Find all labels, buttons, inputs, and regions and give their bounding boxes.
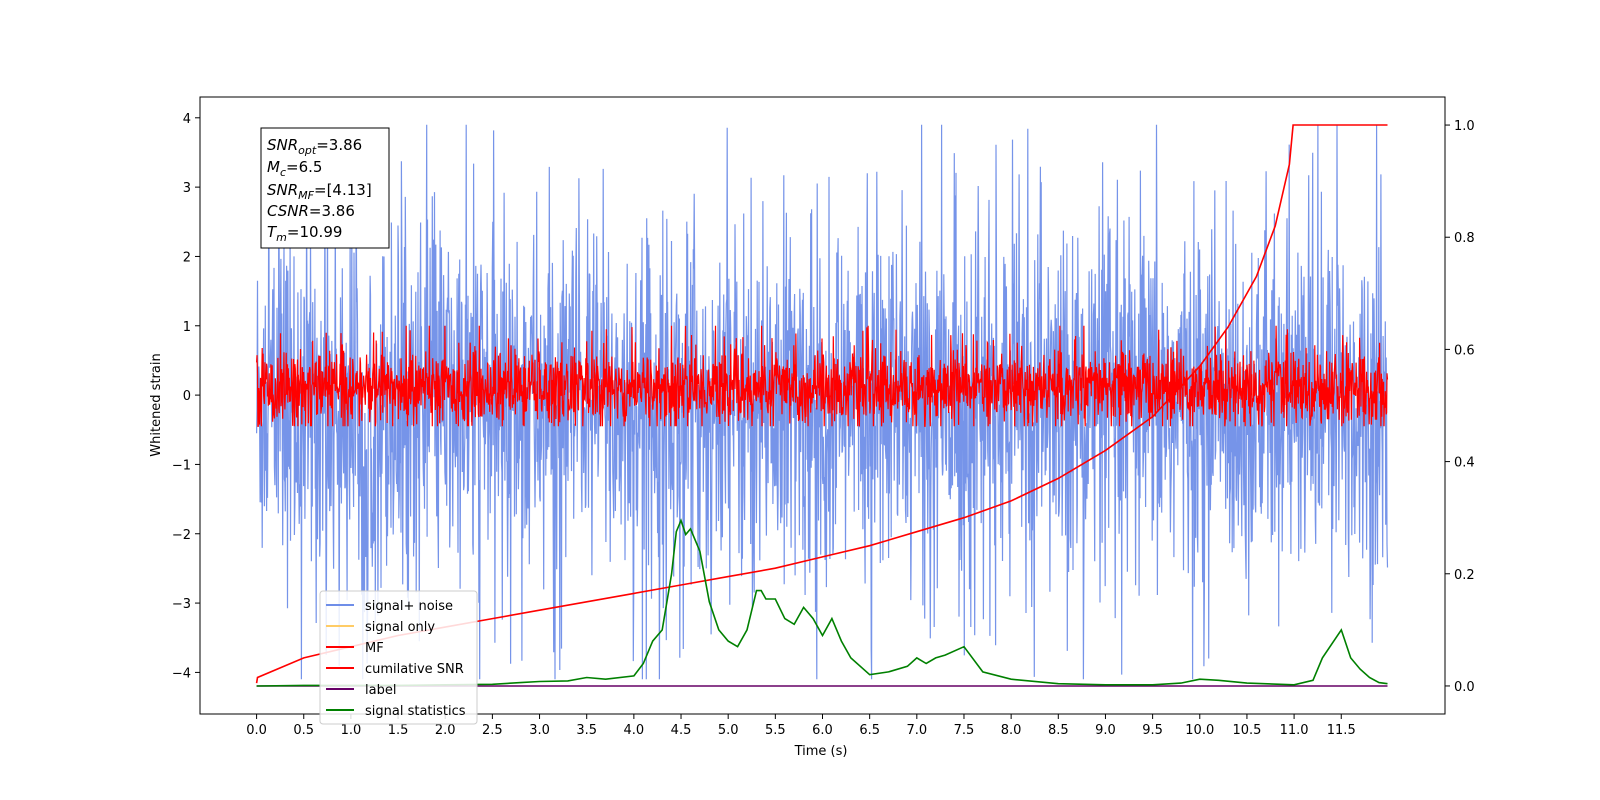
series-signal-statistics xyxy=(256,518,1388,687)
x-tick-label: 1.5 xyxy=(388,723,409,738)
y-left-tick-label: −3 xyxy=(172,597,191,612)
y-right-tick-label: 0.6 xyxy=(1454,343,1475,358)
x-tick-label: 6.5 xyxy=(859,723,880,738)
legend-label-signal-statistics: signal statistics xyxy=(365,704,466,719)
y-left-tick-label: −2 xyxy=(172,528,191,543)
y-left-tick-label: 4 xyxy=(183,112,191,127)
x-tick-label: 11.5 xyxy=(1327,723,1356,738)
annotation-box: SNRopt=3.86 Mc=6.5 SNRMF=[4.13] CSNR=3.8… xyxy=(260,127,390,249)
y-right-tick-label: 0.2 xyxy=(1454,568,1475,583)
series-mf xyxy=(256,325,1389,427)
annotation-snr-opt: SNRopt=3.86 xyxy=(267,136,362,157)
legend-label-cumilative-snr: cumilative SNR xyxy=(365,662,464,677)
y-axis-label: Whitened strain xyxy=(149,353,164,456)
legend-label-signal-noise: signal+ noise xyxy=(365,599,453,614)
y-right-tick-label: 0.4 xyxy=(1454,456,1475,471)
y-left-tick-label: 0 xyxy=(183,389,191,404)
y-left-tick-label: −4 xyxy=(172,666,191,681)
y-right-tick-label: 1.0 xyxy=(1454,119,1475,134)
x-tick-label: 10.0 xyxy=(1185,723,1214,738)
x-tick-label: 10.5 xyxy=(1232,723,1261,738)
y-ticks-left: 4 3 2 1 0 −1 −2 −3 −4 xyxy=(172,112,200,681)
x-tick-label: 7.0 xyxy=(906,723,927,738)
x-tick-label: 1.0 xyxy=(341,723,362,738)
x-tick-label: 4.5 xyxy=(671,723,692,738)
x-tick-label: 5.0 xyxy=(718,723,739,738)
x-ticks: 0.0 0.5 1.0 1.5 2.0 2.5 3.0 3.5 4.0 4.5 5.0 5.5 6.0 6… xyxy=(246,714,1356,738)
legend-label-signal-only: signal only xyxy=(365,620,435,635)
x-tick-label: 2.0 xyxy=(435,723,456,738)
annotation-snr-mf: SNRMF=[4.13] xyxy=(267,181,372,202)
x-tick-label: 3.5 xyxy=(576,723,597,738)
x-tick-label: 0.5 xyxy=(293,723,314,738)
legend-label-label: label xyxy=(365,683,396,698)
x-tick-label: 3.0 xyxy=(529,723,550,738)
y-ticks-right: 1.0 0.8 0.6 0.4 0.2 0.0 xyxy=(1445,119,1475,695)
y-left-tick-label: 3 xyxy=(183,181,191,196)
x-tick-label: 8.0 xyxy=(1001,723,1022,738)
x-axis-label: Time (s) xyxy=(794,744,848,759)
annotation-csnr: CSNR=3.86 xyxy=(267,202,355,220)
legend-label-mf: MF xyxy=(365,641,384,656)
legend: signal+ noise signal only MF cumilative SNR… xyxy=(319,590,478,725)
x-tick-label: 11.0 xyxy=(1280,723,1309,738)
x-tick-label: 9.0 xyxy=(1095,723,1116,738)
annotation-mc: Mc=6.5 xyxy=(267,158,322,179)
x-tick-label: 5.5 xyxy=(765,723,786,738)
y-left-tick-label: 1 xyxy=(183,320,191,335)
x-tick-label: 0.0 xyxy=(246,723,267,738)
y-left-tick-label: 2 xyxy=(183,250,191,265)
legend-frame xyxy=(319,590,478,725)
y-right-tick-label: 0.0 xyxy=(1454,680,1475,695)
y-left-tick-label: −1 xyxy=(172,458,191,473)
x-tick-label: 4.0 xyxy=(624,723,645,738)
annotation-tm: Tm=10.99 xyxy=(267,223,342,244)
x-tick-label: 9.5 xyxy=(1142,723,1163,738)
x-tick-label: 8.5 xyxy=(1048,723,1069,738)
x-tick-label: 7.5 xyxy=(954,723,975,738)
x-tick-label: 6.0 xyxy=(812,723,833,738)
x-tick-label: 2.5 xyxy=(482,723,503,738)
y-right-tick-label: 0.8 xyxy=(1454,231,1475,246)
